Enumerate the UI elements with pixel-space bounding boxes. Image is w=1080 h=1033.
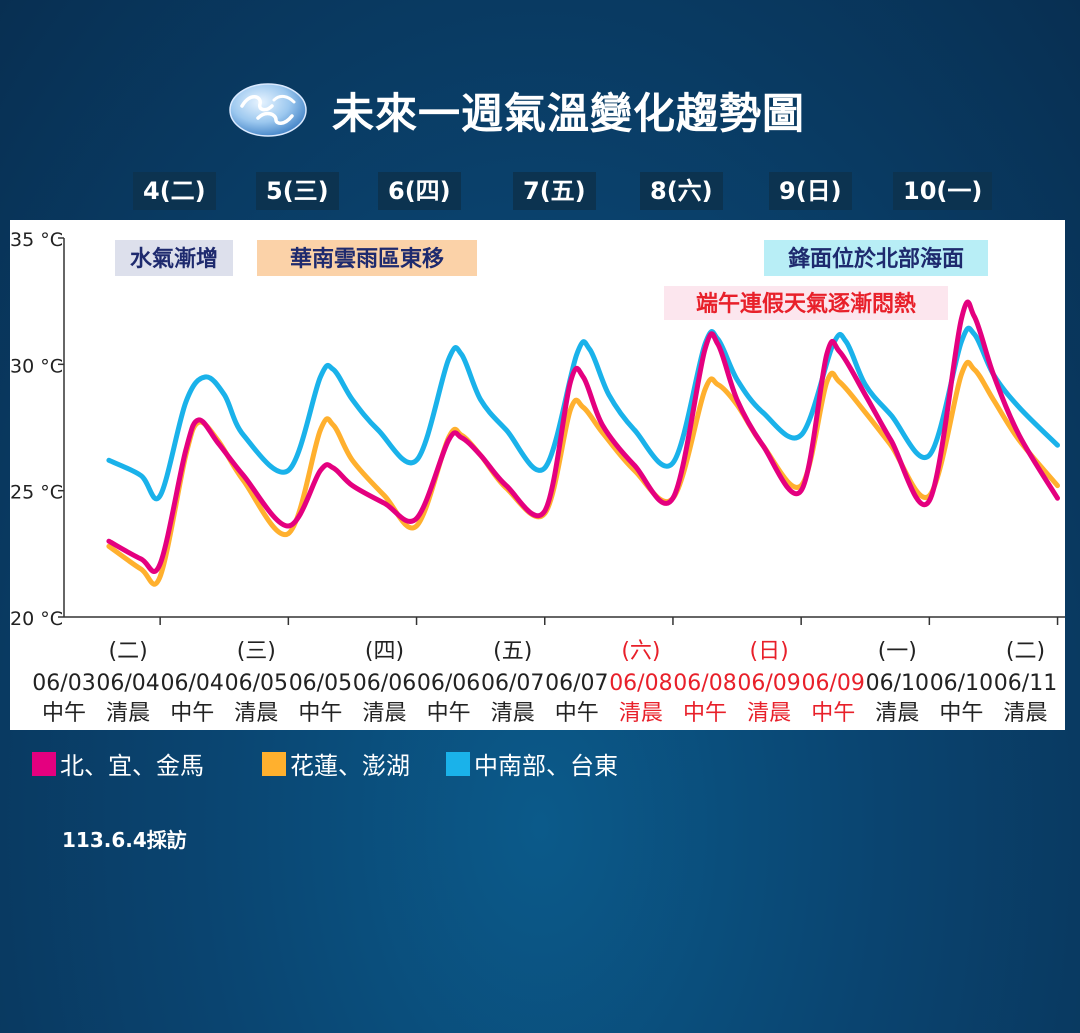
day-label: 10(一) [893, 172, 993, 210]
x-date-label: 06/05 [289, 671, 352, 696]
x-date-label: 06/09 [737, 671, 800, 696]
chart-panel: 20 °C 25 °C 30 °C 35 °C 06/03 中午 (二) 06/04 清晨 06… [10, 220, 1065, 730]
x-week-label: (日) [750, 639, 789, 664]
x-week-label: (五) [493, 639, 532, 664]
legend-swatch [32, 751, 56, 776]
x-date-label: 06/04 [160, 671, 223, 696]
legend-item-east: 花蓮、澎湖 [262, 746, 410, 781]
legend-label: 花蓮、澎湖 [290, 752, 410, 780]
day-label: 4(二) [133, 172, 216, 210]
x-date-label: 06/11 [994, 671, 1057, 696]
x-time-label: 清晨 [491, 701, 535, 726]
y-tick-label: 30 °C [10, 355, 63, 377]
legend-swatch [262, 751, 286, 776]
page-title: 未來一週氣溫變化趨勢圖 [332, 88, 806, 138]
x-time-label: 中午 [170, 701, 214, 726]
temperature-chart: 20 °C 25 °C 30 °C 35 °C 06/03 中午 (二) 06/04 清晨 06… [10, 229, 1065, 726]
note-south-china: 華南雲雨區東移 [290, 246, 444, 272]
x-date-label: 06/06 [417, 671, 480, 696]
x-date-label: 06/04 [96, 671, 159, 696]
note-moisture: 水氣漸增 [130, 246, 218, 272]
y-tick-label: 25 °C [10, 482, 63, 504]
x-time-label: 中午 [683, 701, 727, 726]
x-time-label: 清晨 [106, 701, 150, 726]
x-date-label: 06/10 [866, 671, 929, 696]
x-time-label: 中午 [555, 701, 599, 726]
x-time-label: 清晨 [875, 701, 919, 726]
x-time-label: 中午 [42, 701, 86, 726]
cwa-logo-icon [229, 83, 307, 137]
x-time-label: 清晨 [362, 701, 406, 726]
x-date-label: 06/09 [801, 671, 864, 696]
day-label: 7(五) [513, 172, 596, 210]
x-date-label: 06/08 [673, 671, 736, 696]
footnote: 113.6.4採訪 [62, 828, 187, 852]
x-time-label: 清晨 [747, 701, 791, 726]
x-date-label: 06/08 [609, 671, 672, 696]
x-week-label: (一) [878, 639, 917, 664]
x-date-label: 06/05 [225, 671, 288, 696]
legend-label: 中南部、台東 [474, 752, 618, 780]
day-label: 9(日) [769, 172, 852, 210]
legend-label: 北、宜、金馬 [60, 752, 204, 780]
x-time-label: 清晨 [234, 701, 278, 726]
series-line-south [106, 325, 1060, 502]
x-week-label: (六) [621, 639, 660, 664]
day-label: 6(四) [378, 172, 461, 210]
series-line-east [106, 359, 1060, 587]
x-time-label: 中午 [939, 701, 983, 726]
y-tick-label: 20 °C [10, 608, 63, 630]
x-week-label: (二) [109, 639, 148, 664]
note-front: 鋒面位於北部海面 [787, 246, 964, 272]
day-label: 5(三) [256, 172, 339, 210]
note-dragon-boat: 端午連假天氣逐漸悶熱 [696, 291, 916, 317]
x-time-label: 中午 [811, 701, 855, 726]
x-week-label: (四) [365, 639, 404, 664]
x-date-label: 06/07 [545, 671, 608, 696]
x-week-label: (二) [1006, 639, 1045, 664]
x-date-label: 06/06 [353, 671, 416, 696]
x-time-label: 清晨 [1003, 701, 1047, 726]
x-week-label: (三) [237, 639, 276, 664]
day-label: 8(六) [640, 172, 723, 210]
x-time-label: 中午 [298, 701, 342, 726]
x-date-label: 06/10 [930, 671, 993, 696]
legend-item-north: 北、宜、金馬 [32, 746, 204, 781]
series-line-north [106, 299, 1060, 574]
title-bar: 未來一週氣溫變化趨勢圖 [228, 80, 805, 140]
x-date-label: 06/07 [481, 671, 544, 696]
legend-item-south: 中南部、台東 [446, 746, 618, 781]
x-time-label: 清晨 [619, 701, 663, 726]
x-time-label: 中午 [427, 701, 471, 726]
x-date-label: 06/03 [32, 671, 95, 696]
legend-swatch [446, 751, 470, 776]
y-tick-label: 35 °C [10, 229, 63, 251]
